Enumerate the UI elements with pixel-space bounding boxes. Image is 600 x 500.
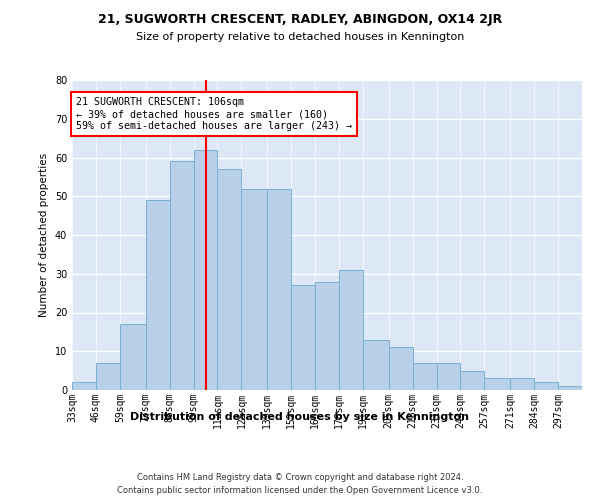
Bar [241,188,267,390]
Bar [170,162,194,390]
Bar [315,282,339,390]
Bar [267,188,291,390]
Bar [389,348,413,390]
Text: 21 SUGWORTH CRESCENT: 106sqm
← 39% of detached houses are smaller (160)
59% of s: 21 SUGWORTH CRESCENT: 106sqm ← 39% of de… [76,98,352,130]
Bar [437,363,460,390]
Bar [120,324,146,390]
Bar [510,378,534,390]
Y-axis label: Number of detached properties: Number of detached properties [39,153,49,317]
Bar [96,363,120,390]
Bar [460,370,484,390]
Text: Distribution of detached houses by size in Kennington: Distribution of detached houses by size … [131,412,470,422]
Bar [291,286,315,390]
Bar [194,150,217,390]
Text: Size of property relative to detached houses in Kennington: Size of property relative to detached ho… [136,32,464,42]
Text: Contains HM Land Registry data © Crown copyright and database right 2024.: Contains HM Land Registry data © Crown c… [137,472,463,482]
Bar [72,382,96,390]
Text: 21, SUGWORTH CRESCENT, RADLEY, ABINGDON, OX14 2JR: 21, SUGWORTH CRESCENT, RADLEY, ABINGDON,… [98,12,502,26]
Bar [558,386,582,390]
Bar [339,270,363,390]
Bar [534,382,558,390]
Bar [217,169,241,390]
Bar [484,378,510,390]
Bar [363,340,389,390]
Bar [413,363,437,390]
Text: Contains public sector information licensed under the Open Government Licence v3: Contains public sector information licen… [118,486,482,495]
Bar [146,200,170,390]
